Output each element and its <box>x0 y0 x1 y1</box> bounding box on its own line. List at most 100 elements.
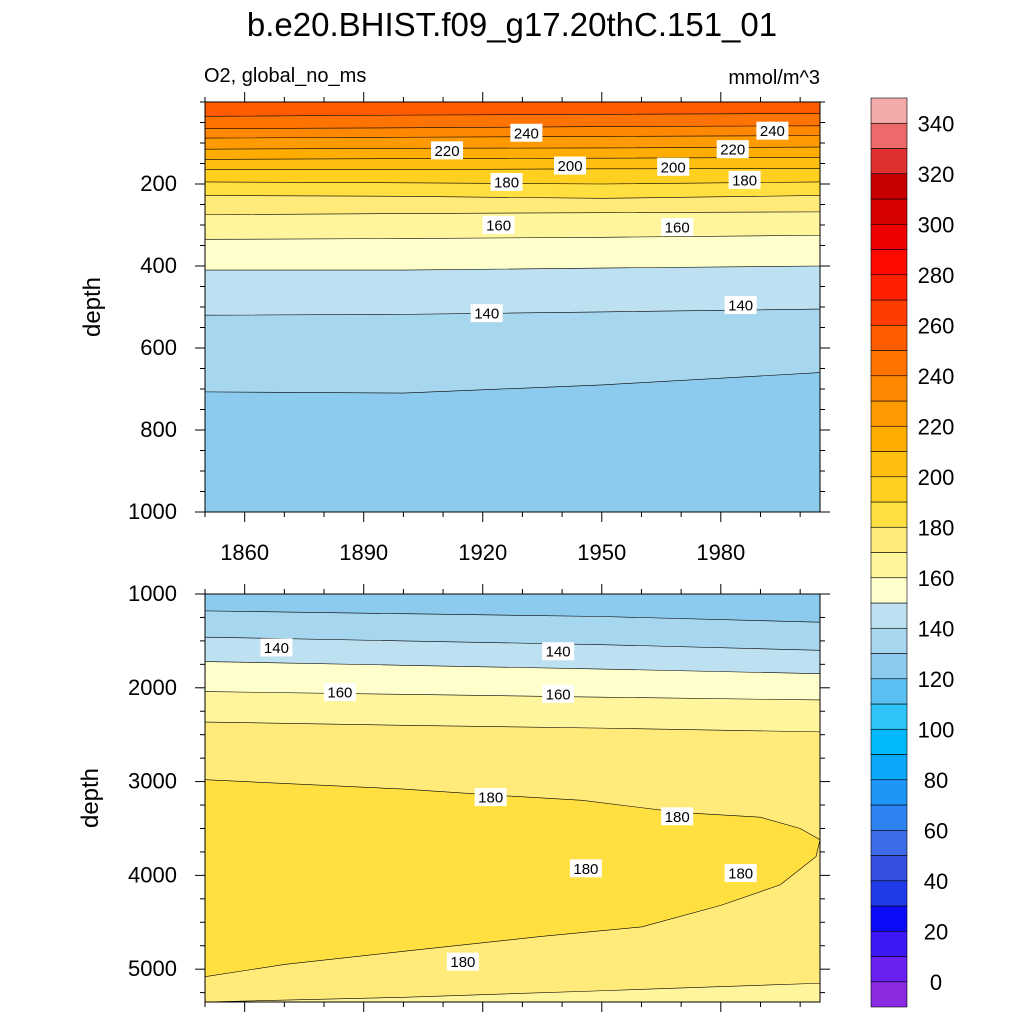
y-tick-label: 400 <box>140 253 177 278</box>
colorbar-tick-label: 180 <box>918 515 955 540</box>
colorbar-tick-label: 240 <box>918 364 955 389</box>
x-tick-label: 1980 <box>696 540 745 565</box>
lower-y-axis-label: depth <box>77 768 104 828</box>
contour-line <box>205 157 820 160</box>
contour-label: 240 <box>756 121 789 140</box>
colorbar-swatch <box>870 627 908 654</box>
x-tick-label: 1950 <box>577 540 626 565</box>
colorbar-swatch <box>870 728 908 755</box>
svg-text:160: 160 <box>546 686 571 703</box>
contour-line <box>205 135 820 139</box>
colorbar-swatch <box>870 223 908 250</box>
svg-text:160: 160 <box>665 220 690 237</box>
svg-text:240: 240 <box>760 123 785 140</box>
colorbar-swatch <box>870 122 908 149</box>
contour-label: 220 <box>431 141 464 160</box>
svg-text:180: 180 <box>732 172 757 189</box>
contour-label: 180 <box>490 172 523 191</box>
colorbar-tick-label: 260 <box>918 313 955 338</box>
colorbar-swatch <box>870 198 908 225</box>
svg-text:200: 200 <box>661 159 686 176</box>
colorbar-swatch <box>870 829 908 856</box>
contour-line <box>205 779 820 977</box>
colorbar-swatch <box>870 148 908 175</box>
svg-text:180: 180 <box>478 790 503 807</box>
colorbar-swatch <box>870 754 908 781</box>
contour-line <box>205 372 820 394</box>
colorbar-tick-label: 140 <box>918 616 955 641</box>
contour-label: 180 <box>661 807 694 826</box>
svg-text:140: 140 <box>728 297 753 314</box>
contour-label: 140 <box>260 638 293 657</box>
contour-band <box>205 594 820 623</box>
contour-line <box>205 265 820 271</box>
contour-line <box>205 721 820 733</box>
contour-lines <box>205 610 820 1002</box>
upper-contour-panel: 240 240 220 220 200 200 180 180 160 160 140 140 1860… <box>128 92 830 565</box>
contour-line <box>205 691 820 701</box>
contour-fill-group <box>205 102 820 512</box>
colorbar-swatch <box>870 779 908 806</box>
contour-label: 140 <box>724 295 757 314</box>
svg-text:160: 160 <box>486 218 511 235</box>
x-tick-label: 1890 <box>339 540 388 565</box>
y-tick-label: 4000 <box>128 862 177 887</box>
colorbar-swatch <box>870 501 908 528</box>
contour-line <box>205 113 820 117</box>
colorbar-tick-label: 100 <box>918 717 955 742</box>
svg-text:200: 200 <box>558 158 583 175</box>
chart-subtitle-left: O2, global_no_ms <box>204 65 366 87</box>
colorbar-swatch <box>870 678 908 705</box>
colorbar: 0 20 40 60 80 100 120 140 160 180 200 220 240 260 280 3… <box>870 97 955 1008</box>
contour-line <box>205 610 820 623</box>
colorbar-swatch <box>870 577 908 604</box>
contour-band <box>205 102 820 117</box>
colorbar-swatch <box>870 97 908 124</box>
colorbar-tick-label: 60 <box>924 818 948 843</box>
colorbar-tick-label: 220 <box>918 414 955 439</box>
contour-label: 180 <box>728 170 761 189</box>
colorbar-swatch <box>870 526 908 553</box>
svg-text:140: 140 <box>546 644 571 661</box>
upper-y-axis-label: depth <box>79 277 106 337</box>
contour-line <box>205 146 820 150</box>
colorbar-tick-label: 120 <box>918 667 955 692</box>
colorbar-tick-label: 340 <box>918 111 955 136</box>
y-tick-label: 800 <box>140 417 177 442</box>
colorbar-swatch <box>870 602 908 629</box>
svg-text:180: 180 <box>494 174 519 191</box>
svg-text:180: 180 <box>665 809 690 826</box>
colorbar-tick-label: 80 <box>924 768 948 793</box>
colorbar-swatch <box>870 173 908 200</box>
colorbar-tick-label: 160 <box>918 566 955 591</box>
contour-label: 140 <box>470 304 503 323</box>
colorbar-swatch <box>870 476 908 503</box>
colorbar-swatch <box>870 804 908 831</box>
contour-label: 180 <box>569 859 602 878</box>
chart-subtitle-right: mmol/m^3 <box>728 67 820 89</box>
svg-text:220: 220 <box>720 142 745 159</box>
contour-line <box>205 168 820 170</box>
contour-fill-group <box>205 594 820 1002</box>
y-tick-label: 200 <box>140 171 177 196</box>
contour-label: 200 <box>554 156 587 175</box>
contour-label: 220 <box>716 140 749 159</box>
colorbar-swatch <box>870 981 908 1008</box>
contour-label: 180 <box>724 864 757 883</box>
lower-contour-panel: 140 140 160 160 180 180 180 180 180 1000 2000 3000 4… <box>128 581 830 1012</box>
contour-line <box>205 195 820 199</box>
contour-line <box>205 234 820 240</box>
x-tick-label: 1920 <box>458 540 507 565</box>
colorbar-swatch <box>870 653 908 680</box>
colorbar-swatch <box>870 552 908 579</box>
contour-label: 180 <box>474 788 507 807</box>
contour-label: 160 <box>661 218 694 237</box>
colorbar-swatch <box>870 425 908 452</box>
contour-line <box>205 982 820 1002</box>
colorbar-tick-label: 20 <box>924 919 948 944</box>
contour-line <box>205 636 820 651</box>
contour-line <box>205 211 820 216</box>
y-tick-label: 5000 <box>128 956 177 981</box>
svg-text:160: 160 <box>327 685 352 702</box>
colorbar-tick-label: 300 <box>918 212 955 237</box>
